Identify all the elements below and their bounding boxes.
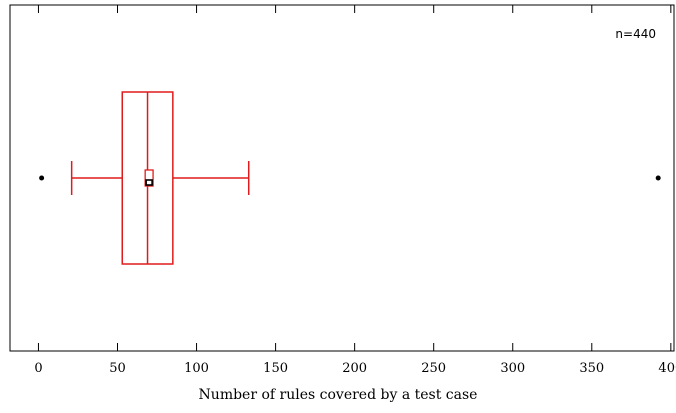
x-tick-label: 300 xyxy=(500,361,525,376)
outlier-point xyxy=(655,175,661,181)
x-axis-title: Number of rules covered by a test case xyxy=(199,387,478,403)
x-tick-label: 350 xyxy=(579,361,604,376)
mean-marker xyxy=(145,179,153,186)
sample-size-label: n=440 xyxy=(615,27,656,41)
outlier-point xyxy=(39,175,45,181)
x-tick-label: 250 xyxy=(421,361,446,376)
x-tick-label: 50 xyxy=(109,361,126,376)
mean-marker-box xyxy=(144,169,154,187)
x-axis-ticks: 0 50 100 150 200 250 300 350 400 xyxy=(34,5,676,376)
x-tick-label: 100 xyxy=(184,361,209,376)
x-tick-label: 150 xyxy=(263,361,288,376)
x-tick-label: 0 xyxy=(34,361,42,376)
box-plot xyxy=(39,91,661,265)
x-tick-label: 200 xyxy=(342,361,367,376)
x-tick-label: 400 xyxy=(658,361,676,376)
plot-frame xyxy=(9,4,675,352)
